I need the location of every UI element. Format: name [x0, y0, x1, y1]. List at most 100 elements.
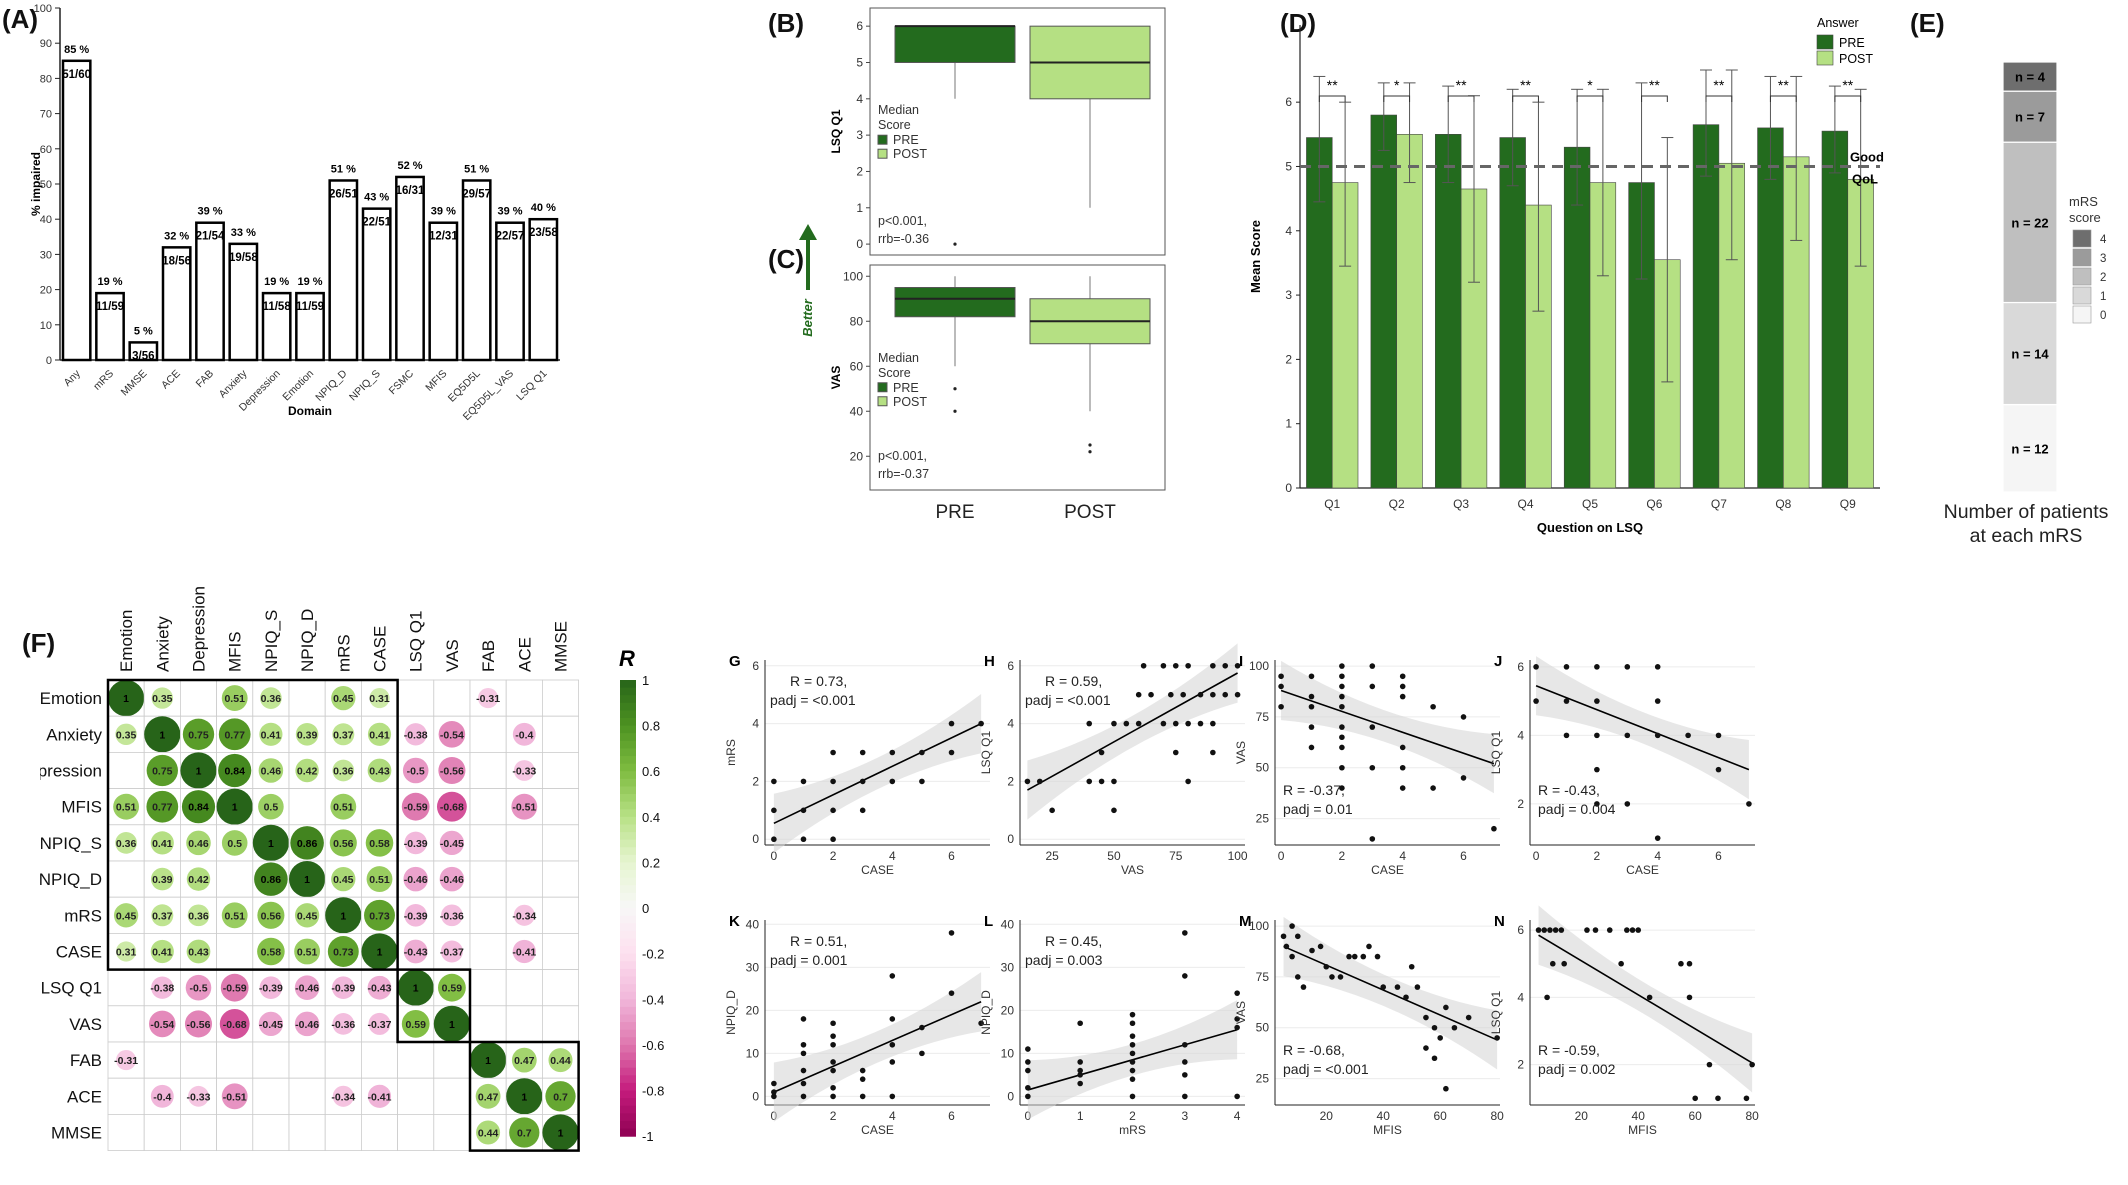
correlation-value: -0.5	[189, 983, 207, 995]
data-point	[1541, 927, 1548, 933]
data-point	[830, 1059, 836, 1065]
matrix-cell	[107, 969, 145, 1007]
data-point	[1185, 662, 1191, 669]
significance-label: **	[1456, 77, 1467, 93]
data-point	[1160, 720, 1167, 727]
significance-label: **	[1778, 77, 1789, 93]
x-tick-label: POST	[1064, 502, 1116, 520]
data-point	[1234, 1024, 1240, 1031]
data-point	[1077, 1072, 1083, 1078]
correlation-value: 1	[340, 910, 346, 922]
correlation-value: 0.51	[116, 802, 137, 814]
data-point	[1369, 663, 1376, 669]
colorbar-segment	[620, 687, 636, 696]
column-label: Emotion	[117, 610, 136, 672]
correlation-circle	[438, 720, 466, 748]
bar	[261, 291, 292, 362]
colorbar-segment	[620, 748, 636, 757]
matrix-cell	[541, 969, 579, 1007]
colorbar-segment	[620, 702, 636, 712]
correlation-circle	[290, 826, 324, 860]
y-axis-title: mRS	[724, 739, 738, 766]
colorbar-segment	[620, 862, 636, 871]
row-label: Emotion	[40, 689, 102, 708]
data-point	[1086, 720, 1093, 727]
cluster-box	[106, 678, 399, 971]
data-point	[1339, 703, 1345, 710]
matrix-cell	[541, 1005, 579, 1043]
data-point	[1278, 703, 1284, 710]
panel-label-b: (B)	[768, 8, 805, 38]
correlation-value: -0.45	[259, 1019, 283, 1031]
correlation-value: 0.84	[224, 766, 245, 778]
significance-label: **	[1842, 77, 1853, 93]
y-tick-label: 4	[752, 717, 759, 731]
colorbar-segment	[620, 786, 636, 795]
regression-line	[773, 1001, 982, 1093]
y-tick-label: 2	[1285, 352, 1292, 366]
colorbar-segment	[620, 938, 636, 947]
data-point	[1399, 764, 1406, 771]
data-point	[1414, 984, 1421, 990]
correlation-circle	[331, 685, 356, 711]
data-point	[1280, 933, 1287, 940]
correlation-circle	[475, 1083, 501, 1109]
colorbar-segment	[620, 1082, 636, 1092]
data-point	[1339, 744, 1345, 751]
correlation-value: -0.54	[440, 729, 464, 741]
bar-count-label: 23/58	[529, 227, 558, 239]
data-point	[1746, 801, 1752, 807]
correlation-circle	[478, 688, 499, 709]
colorbar-segment	[620, 710, 636, 719]
data-point	[830, 1093, 836, 1100]
y-tick-label: 0	[752, 1089, 759, 1103]
data-point	[1182, 1093, 1188, 1100]
colorbar-segment	[620, 771, 636, 780]
x-tick-label: 50	[1107, 849, 1121, 863]
x-tick-label: Q1	[1324, 497, 1340, 511]
segment-label: n = 22	[2011, 215, 2048, 230]
correlation-circle	[542, 1114, 579, 1151]
significance-label: **	[1713, 77, 1724, 93]
box	[894, 25, 1016, 63]
data-point	[771, 778, 777, 785]
stats-text: padj = 0.003	[1025, 952, 1103, 968]
data-point	[1646, 994, 1653, 1001]
data-point	[859, 749, 866, 756]
bar	[295, 291, 325, 362]
data-point	[771, 1093, 777, 1100]
correlation-circle	[108, 680, 145, 717]
chart-f-correlation-matrix: 1 0.35 0.51 0.36 0.45 0.31 -0.310.35 1 0.75 0.77 0…	[40, 586, 664, 1152]
panel-label-d: (D)	[1280, 8, 1317, 38]
y-tick-label: 75	[1256, 710, 1270, 724]
x-tick-label: 40	[1632, 1109, 1646, 1123]
colorbar-segment	[620, 740, 636, 750]
data-point	[1129, 1041, 1136, 1048]
significance-bracket	[1576, 95, 1604, 102]
correlation-value: 0.36	[188, 910, 209, 922]
y-tick-label: 100	[1249, 659, 1269, 673]
correlation-circle	[186, 830, 211, 856]
matrix-cell	[179, 860, 217, 898]
stats-text: R = 0.73,	[790, 673, 847, 689]
data-point	[1624, 664, 1631, 670]
data-point	[1160, 662, 1167, 669]
stats-text: R = 0.45,	[1045, 933, 1102, 949]
correlation-value: -0.36	[440, 910, 464, 922]
data-point	[1123, 720, 1130, 727]
matrix-cell	[143, 1114, 181, 1152]
data-point	[1025, 1046, 1031, 1052]
correlation-value: 1	[196, 766, 202, 778]
x-tick-label: 6	[948, 1109, 955, 1123]
panel-label-f: (F)	[22, 628, 56, 658]
column-label: FAB	[479, 640, 498, 672]
matrix-cell	[360, 1041, 398, 1079]
data-point	[1465, 1014, 1472, 1021]
significance-label: *	[1587, 77, 1593, 93]
correlation-circle	[144, 716, 181, 753]
correlation-value: 0.45	[116, 910, 137, 922]
correlation-circle	[186, 867, 211, 891]
data-point	[1544, 994, 1550, 1001]
colorbar-segment	[620, 763, 636, 772]
correlation-circle	[113, 793, 140, 820]
